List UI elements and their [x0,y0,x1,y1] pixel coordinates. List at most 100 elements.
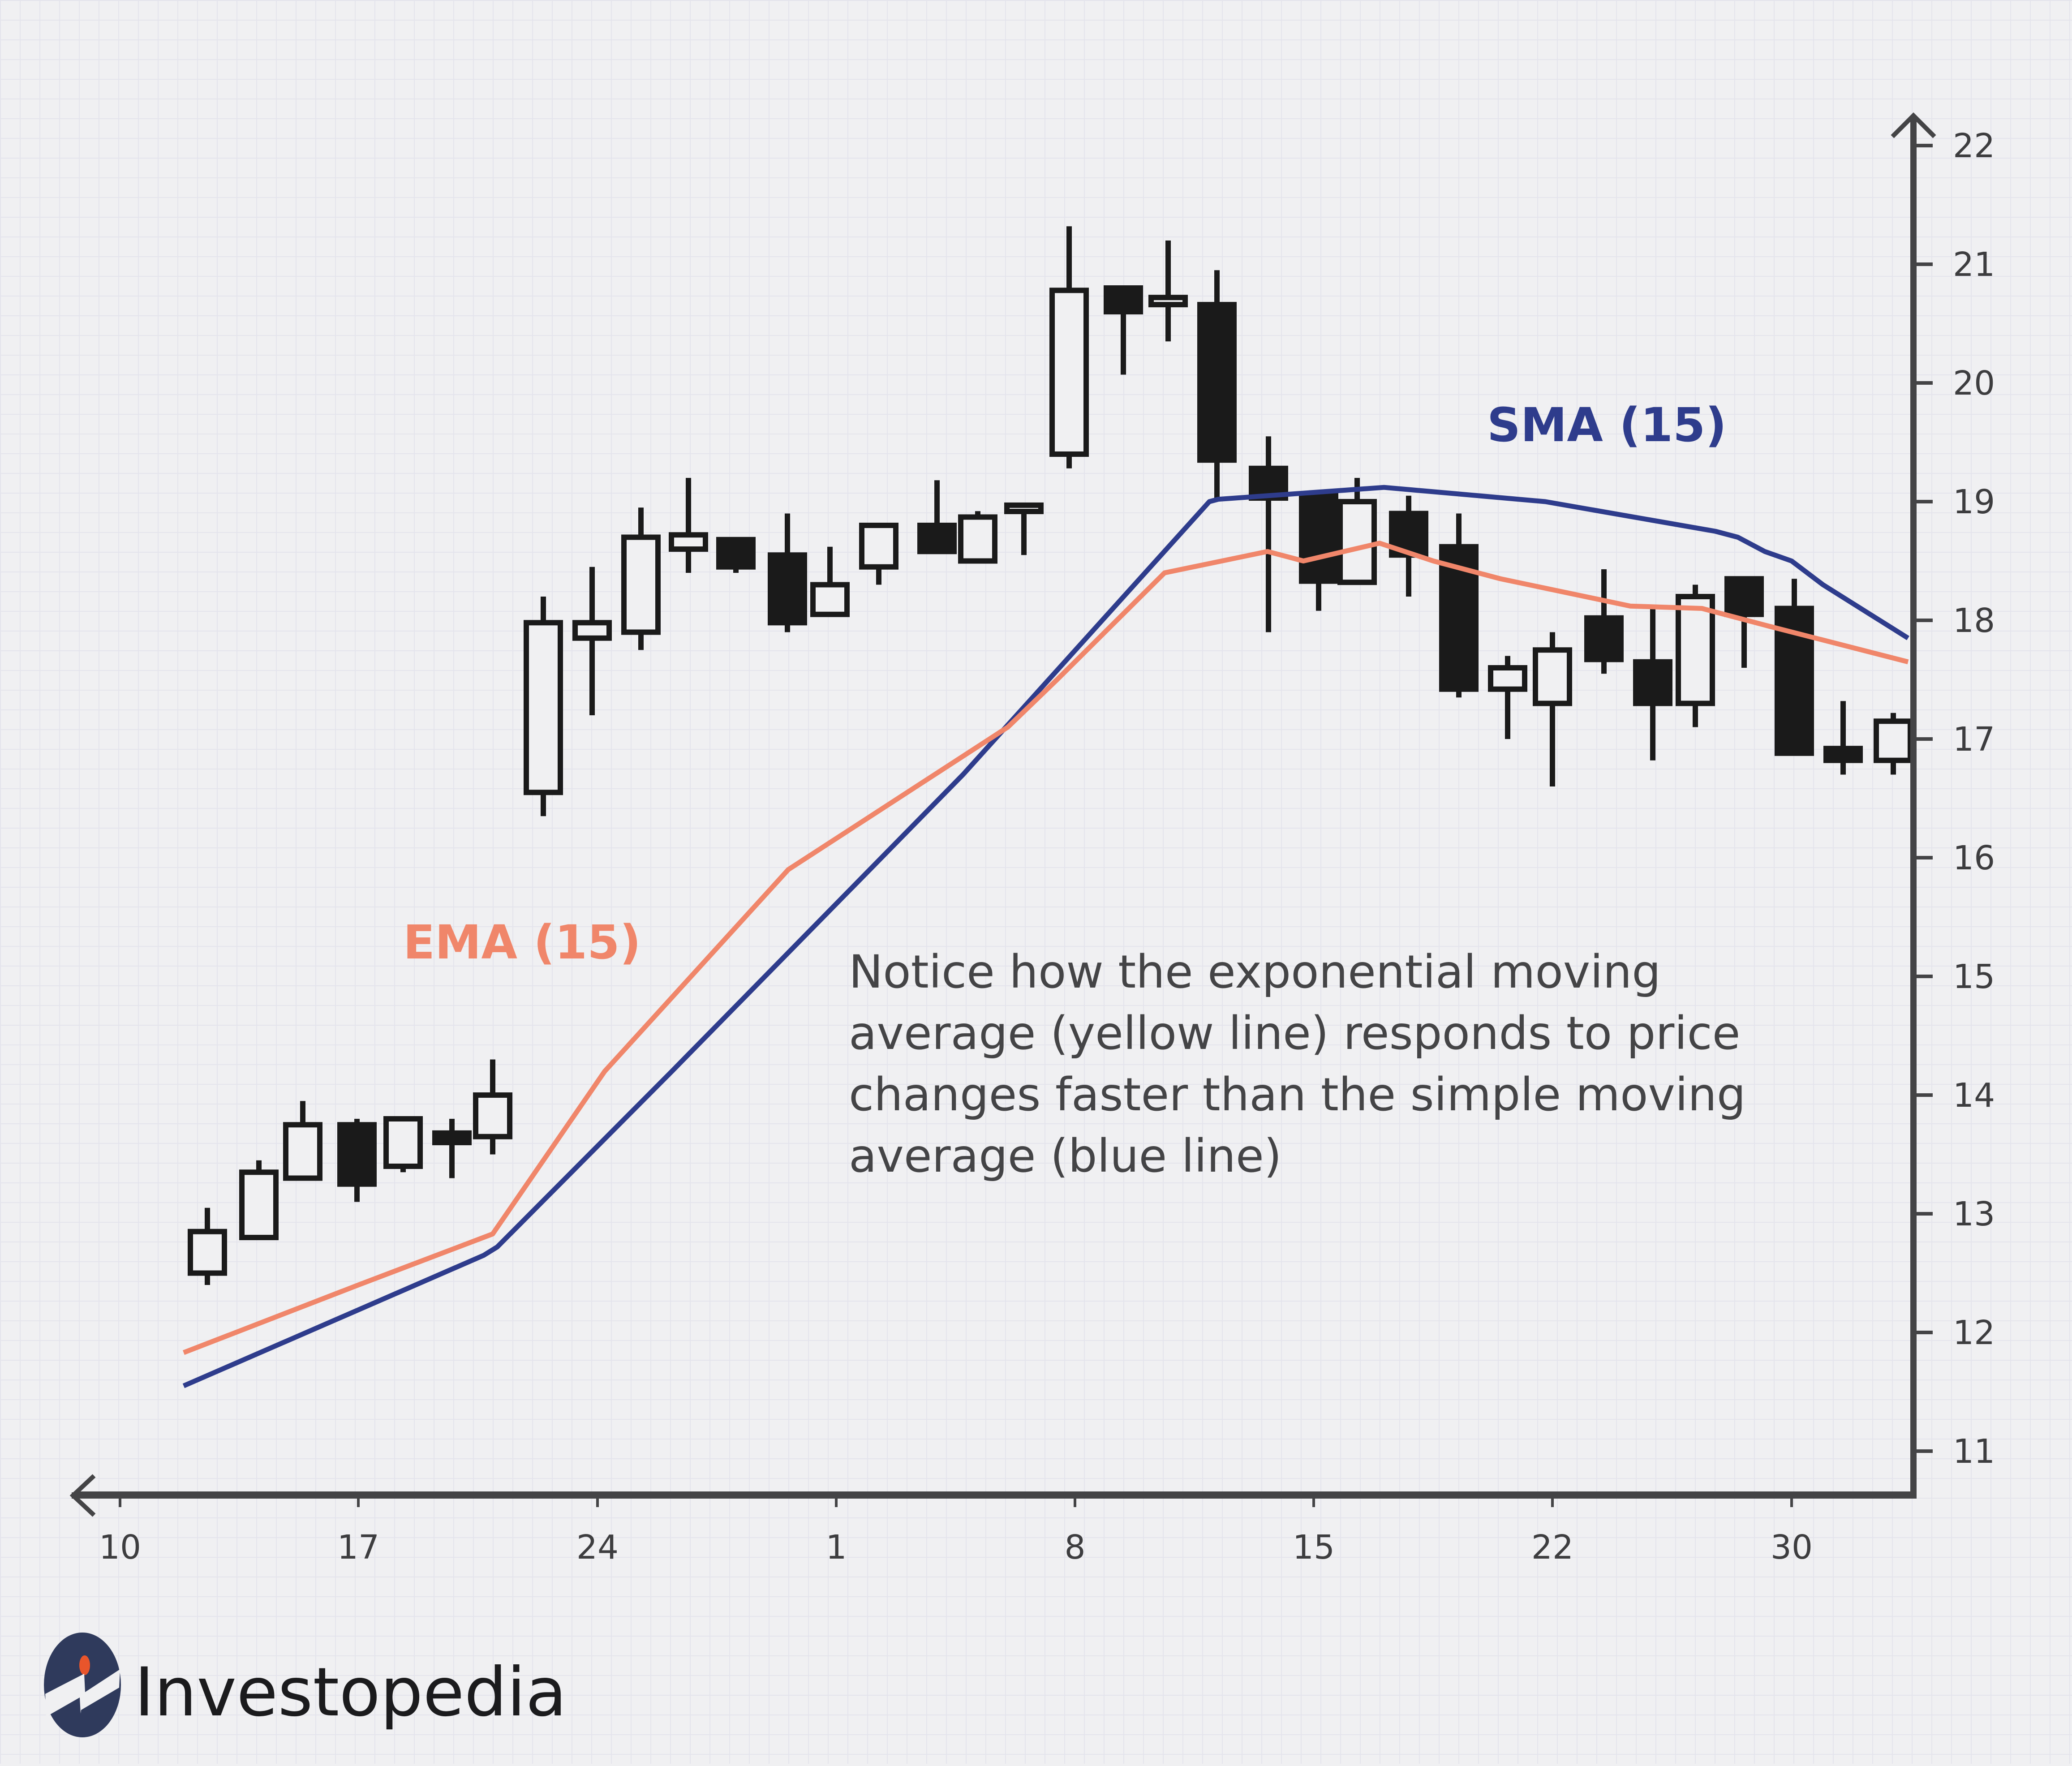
moving-average-lines [182,485,1909,1388]
y-tick-label: 21 [1953,245,1995,284]
x-tick-label: 24 [576,1528,619,1567]
candle-body-hollow [188,1229,227,1276]
y-tick-label: 16 [1953,839,1995,877]
candle [188,1207,227,1285]
x-axis-arrow-icon [69,1474,96,1517]
candle-body-filled [1197,302,1237,463]
candle [1299,493,1338,611]
annotation-line-2: average (yellow line) responds to price [849,1007,1741,1060]
candle-body-hollow [1148,295,1188,308]
candle-body-hollow [524,620,563,795]
candle-body-hollow [1004,502,1044,514]
candle [1533,632,1572,786]
y-tick-label: 20 [1953,364,1995,403]
candle-body-hollow [859,523,898,570]
candle-body-filled [716,537,756,570]
candle [524,597,563,816]
x-axis-ticks: 10 17 24 1 8 15 22 30 [99,1495,1813,1567]
y-tick-label: 15 [1953,958,1995,996]
y-tick-label: 13 [1953,1195,1995,1233]
candle-body-hollow [473,1092,512,1139]
x-tick-label: 17 [337,1528,379,1567]
candle-body-filled [432,1130,472,1146]
y-axis-arrow-icon [1891,112,1936,138]
candle-body-filled [917,523,957,554]
candle [1488,656,1527,739]
candle-body-hollow [239,1169,279,1240]
candle-body-hollow [283,1122,322,1181]
candle [473,1059,512,1155]
candle [917,480,957,554]
candle-body-filled [1724,576,1764,617]
y-axis-ticks: 11 12 13 14 15 16 17 18 19 20 21 22 [1913,127,1995,1471]
sma-line [182,485,1909,1388]
candle-body-filled [1299,493,1338,584]
candle [716,537,756,573]
candle [1104,285,1143,375]
candle [859,523,898,585]
candle [1584,569,1624,674]
annotation-line-4: average (blue line) [849,1130,1282,1183]
candle-body-hollow [1488,665,1527,692]
y-tick-label: 12 [1953,1314,1995,1352]
y-tick-label: 11 [1953,1432,1995,1471]
sma-series-label: SMA (15) [1487,398,1727,452]
candle [572,567,612,715]
candle-body-filled [1104,285,1143,314]
candle-body-hollow [1874,718,1913,763]
annotation-line-1: Notice how the exponential moving [849,945,1661,999]
x-tick-label: 8 [1064,1528,1085,1567]
x-tick-label: 10 [99,1528,141,1567]
candle-body-filled [1633,659,1672,706]
candle [669,478,708,573]
candle-body-hollow [810,582,850,617]
y-tick-label: 18 [1953,602,1995,640]
y-tick-label: 17 [1953,720,1995,759]
candle [1197,270,1237,502]
candle [1633,608,1672,761]
annotation-note: Notice how the exponential moving averag… [849,945,1746,1183]
logo-mark-icon [44,1633,121,1737]
candle [383,1116,423,1173]
candle-body-hollow [958,514,997,564]
x-tick-label: 22 [1531,1528,1573,1567]
candle-body-hollow [1676,594,1715,706]
ema-line [183,541,1909,1355]
logo-wordmark: Investopedia [134,1654,567,1732]
candle [1148,241,1188,342]
candle [1823,701,1863,775]
x-tick-label: 15 [1293,1528,1335,1567]
annotation-line-3: changes faster than the simple moving [849,1068,1746,1121]
candle-body-hollow [621,534,661,635]
candle [958,511,997,564]
candle [239,1160,279,1240]
candle [283,1101,322,1181]
candle-body-hollow [1049,288,1089,457]
candle [1724,576,1764,668]
candle [768,513,807,632]
y-tick-label: 19 [1953,483,1995,521]
candle [1004,502,1044,555]
investopedia-logo: Investopedia [44,1633,567,1737]
ema-series-label: EMA (15) [403,915,641,970]
candle-body-filled [337,1122,377,1187]
candle-body-hollow [383,1116,423,1169]
candle-body-filled [768,552,807,626]
candle [337,1119,377,1202]
candle [1049,226,1089,468]
candle [810,546,850,617]
candle-body-hollow [1337,499,1377,585]
candle [432,1119,472,1178]
x-tick-label: 30 [1771,1528,1813,1567]
x-tick-label: 1 [825,1528,847,1567]
candle [1775,579,1814,756]
y-tick-label: 14 [1953,1076,1995,1115]
y-tick-label: 22 [1953,127,1995,165]
candle-body-hollow [1533,647,1572,706]
candle [621,507,661,650]
candle-body-hollow [572,620,612,641]
